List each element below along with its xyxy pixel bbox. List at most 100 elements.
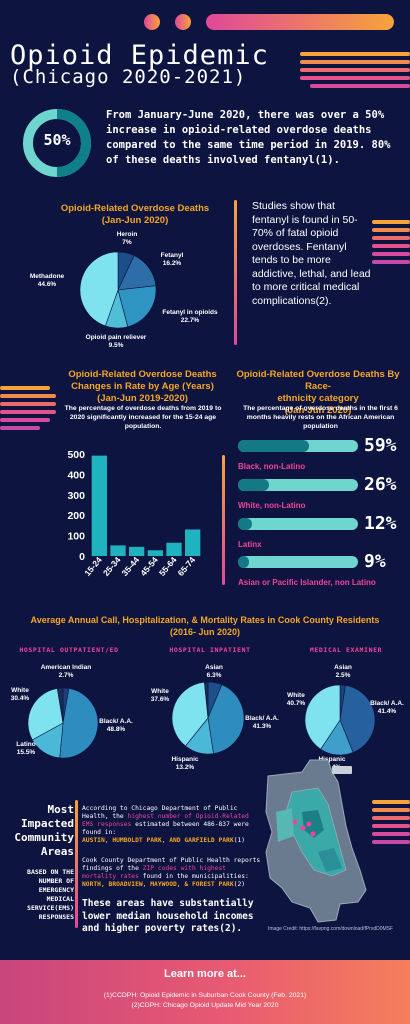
bar-65-74 xyxy=(185,529,201,556)
out-black: Black/ A.A. 48.8% xyxy=(99,718,133,733)
page-title: Opioid Epidemic xyxy=(10,40,269,71)
ref-2[interactable]: (2)CDPH: Chicago Opioid Update Mid Year … xyxy=(131,1002,279,1009)
race-fill xyxy=(238,440,309,452)
bar-15-24 xyxy=(91,455,107,556)
outpatient-slice-4 xyxy=(56,688,64,724)
examiner-head: MEDICAL EXAMINER xyxy=(309,646,383,654)
race-bar xyxy=(238,479,358,491)
cook-title: Average Annual Call, Hospitalization, & … xyxy=(30,615,380,637)
divider-vertical-3 xyxy=(75,800,78,928)
age-chart-desc: The percentage of overdose deaths from 2… xyxy=(64,405,222,430)
bar-25-34 xyxy=(110,545,126,556)
outpatient-head: HOSPITAL OUTPATIENT/ED xyxy=(19,646,119,654)
ems-label: BASED ON THE NUMBER OF EMERGENCY MEDICAL… xyxy=(27,868,74,921)
inpatient-slice-4 xyxy=(204,682,209,719)
ref-1[interactable]: (1)CCDPH: Opioid Epidemic in Suburban Co… xyxy=(103,992,307,999)
in-hispanic: Hispanic 13.2% xyxy=(171,756,199,771)
x-tick-label: 65-74 xyxy=(176,555,198,578)
divider-vertical xyxy=(234,200,237,345)
x-tick-label: 25-34 xyxy=(101,555,123,578)
outpatient-slice-1 xyxy=(59,688,98,758)
race-pct: 26% xyxy=(364,474,397,495)
race-label: Asian or Pacific Islander, non Latino xyxy=(238,578,376,587)
impacted-para-1: According to Chicago Department of Publi… xyxy=(82,805,249,844)
intro-percent: 50% xyxy=(43,131,71,149)
outpatient-pie xyxy=(28,688,98,758)
race-bar xyxy=(238,556,358,568)
divider-vertical-2 xyxy=(222,455,225,585)
race-bar xyxy=(238,440,358,452)
race-fill xyxy=(238,479,270,491)
race-title: Opioid-Related Overdose Deaths By Race- … xyxy=(236,369,400,416)
race-desc: The percentage of overdose deaths in the… xyxy=(243,405,398,430)
inpatient-slice-1 xyxy=(207,684,244,754)
image-credit: Image Credit: https://favpng.com/downloa… xyxy=(268,926,394,932)
exam-asian: Asian 2.5% xyxy=(334,664,352,679)
learn-more: Learn more at... xyxy=(164,968,246,980)
out-latino: Latino 15.5% xyxy=(16,741,36,756)
y-tick-label: 100 xyxy=(67,531,85,543)
header-decoration xyxy=(144,14,394,30)
y-tick-label: 0 xyxy=(79,551,85,563)
examiner-slice-1 xyxy=(339,685,375,753)
exam-black: Black/ A.A. 41.4% xyxy=(370,700,404,715)
outpatient-slice-3 xyxy=(28,688,64,741)
in-black: Black/ A.A. 41.3% xyxy=(245,715,279,730)
label-heroin: Heroin 7% xyxy=(116,231,138,246)
stripes-bottom-right xyxy=(372,800,410,848)
y-tick-label: 200 xyxy=(67,510,85,522)
inpatient-pie xyxy=(172,682,244,754)
in-white: White 37.6% xyxy=(150,688,170,703)
bar-35-44 xyxy=(129,546,145,556)
y-tick-label: 500 xyxy=(67,449,85,461)
label-pain-reliever: Opioid pain reliever 9.5% xyxy=(85,334,147,349)
deaths-slice-2 xyxy=(117,285,156,328)
stripes-top-right xyxy=(300,52,410,92)
deaths-slice-4 xyxy=(80,252,119,327)
race-label: Black, non-Latino xyxy=(238,462,306,471)
label-fetanyl-opioids: Fetanyl in opioids 22.7% xyxy=(162,309,218,324)
impacted-heading: Most Impacted Community Areas xyxy=(14,803,74,858)
race-fill xyxy=(238,518,253,530)
x-tick-label: 15-24 xyxy=(82,555,104,578)
x-tick-label: 55-64 xyxy=(157,555,179,578)
examiner-pie xyxy=(305,685,375,755)
out-white: White 30.4% xyxy=(10,687,30,702)
deaths-pie-title: Opioid-Related Overdose Deaths (Jan-Jun … xyxy=(60,203,210,226)
inpatient-slice-3 xyxy=(172,682,209,747)
stripes-mid-left xyxy=(0,386,56,434)
y-tick-label: 400 xyxy=(67,469,85,481)
fentanyl-note: Studies show that fentanyl is found in 5… xyxy=(252,200,371,307)
map-legend-box xyxy=(332,766,352,774)
x-tick-label: 35-44 xyxy=(120,555,142,578)
out-am-ind: American Indian 2.7% xyxy=(40,664,92,679)
impacted-summary: These areas have substantially lower med… xyxy=(82,898,254,934)
in-asian: Asian 6.3% xyxy=(205,664,223,679)
impacted-para-2: Cook County Department of Public Health … xyxy=(82,857,261,888)
deaths-pie xyxy=(80,252,156,328)
race-label: White, non-Latino xyxy=(238,501,306,510)
x-tick-label: 45-54 xyxy=(138,555,160,578)
bar-55-64 xyxy=(166,542,182,556)
race-fill xyxy=(238,556,249,568)
race-bar xyxy=(238,518,358,530)
percent-ring xyxy=(23,109,91,177)
y-tick-label: 300 xyxy=(67,490,85,502)
label-methadone: Methadone 44.6% xyxy=(29,273,65,288)
chicago-map xyxy=(265,759,367,923)
exam-white: White 40.7% xyxy=(286,692,306,707)
race-pct: 59% xyxy=(364,435,397,456)
age-chart-title: Opioid-Related Overdose Deaths Changes i… xyxy=(68,369,217,404)
race-label: Latinx xyxy=(238,540,262,549)
race-pct: 9% xyxy=(364,551,386,572)
label-fetanyl: Fetanyl 16.2% xyxy=(160,252,184,267)
race-pct: 12% xyxy=(364,513,397,534)
examiner-slice-3 xyxy=(305,685,341,750)
intro-text: From January-June 2020, there was over a… xyxy=(106,109,391,166)
bar-45-54 xyxy=(147,550,163,556)
stripes-mid-right xyxy=(372,220,410,268)
age-bar-chart: 0 100 200 300 400 500 15-2425-3435-4445-5455-6… xyxy=(67,449,201,578)
page-subtitle: (Chicago 2020-2021) xyxy=(10,66,247,88)
inpatient-head: HOSPITAL INPATIENT xyxy=(169,646,251,654)
footer-band xyxy=(0,960,410,1024)
